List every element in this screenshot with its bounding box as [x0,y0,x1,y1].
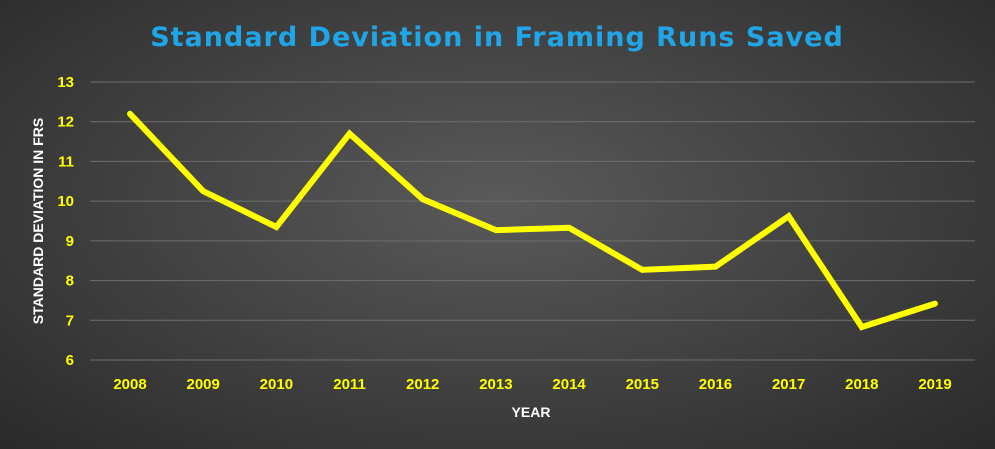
y-tick-label: 12 [57,114,74,131]
data-point [349,133,351,135]
x-tick-label: 2013 [479,376,512,393]
data-point [788,215,790,217]
x-tick-label: 2010 [260,376,293,393]
x-tick-label: 2018 [845,376,878,393]
x-axis-label: YEAR [512,404,551,420]
data-point [861,326,863,328]
y-tick-label: 9 [66,233,74,250]
x-tick-label: 2014 [552,376,586,393]
y-tick-label: 13 [57,74,74,91]
data-point [495,229,497,231]
grid-lines [90,81,975,361]
data-point [202,190,204,192]
x-tick-label: 2019 [918,376,951,393]
data-point [422,198,424,200]
y-tick-label: 6 [66,352,74,369]
x-axis-ticks: 2008 2009 2010 2011 2012 2013 2014 2015 2016 2017… [113,376,951,393]
data-point [714,266,716,268]
data-point [568,227,570,229]
series-line [127,110,938,331]
x-tick-label: 2015 [626,376,659,393]
data-point [934,303,936,305]
x-tick-label: 2016 [699,376,732,393]
data-point [641,269,643,271]
x-tick-label: 2017 [772,376,805,393]
y-tick-label: 10 [57,193,74,210]
y-tick-label: 8 [66,273,74,290]
data-point [129,113,131,115]
x-tick-label: 2011 [333,376,366,393]
y-axis-ticks: 6 7 8 9 10 11 12 13 [57,74,74,369]
chart-title: Standard Deviation in Framing Runs Saved [150,22,844,53]
y-tick-label: 7 [66,312,74,329]
x-tick-label: 2009 [186,376,219,393]
x-tick-label: 2012 [406,376,439,393]
series-group [127,110,938,331]
y-tick-label: 11 [58,153,74,170]
x-tick-label: 2008 [113,376,146,393]
y-axis-label: STANDARD DEVIATION IN FRS [30,118,46,324]
data-point [275,226,277,228]
